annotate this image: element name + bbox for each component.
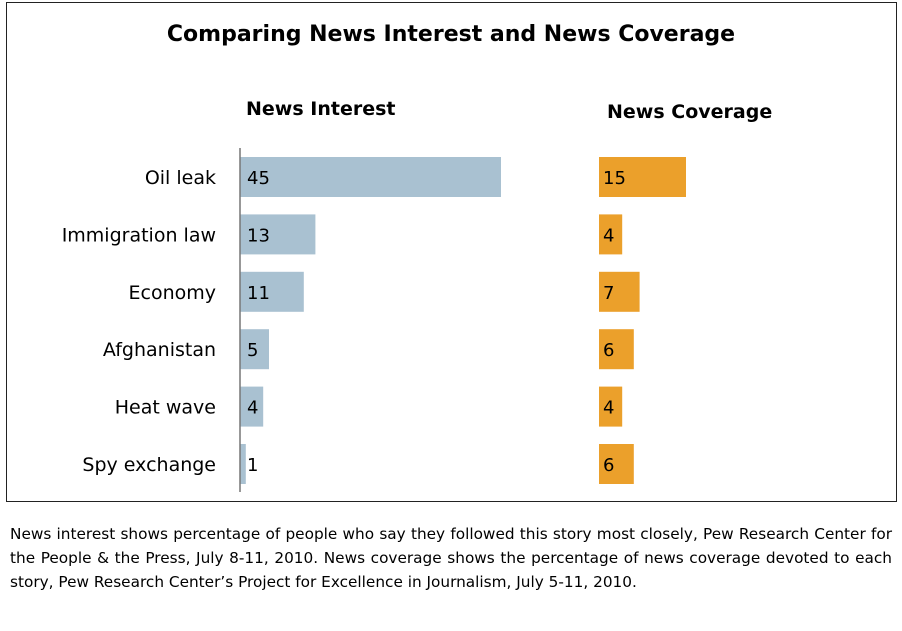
news-coverage-header: News Coverage <box>607 101 773 123</box>
news-interest-value: 13 <box>247 225 270 246</box>
chart-title: Comparing News Interest and News Coverag… <box>166 22 736 47</box>
news-interest-header: News Interest <box>246 98 396 120</box>
news-interest-bar <box>240 214 316 255</box>
news-coverage-bar <box>599 157 686 197</box>
news-coverage-value: 7 <box>603 283 614 304</box>
news-coverage-value: 4 <box>603 225 614 246</box>
news-interest-bar <box>240 386 264 427</box>
news-coverage-bar <box>599 444 634 484</box>
news-coverage-value: 15 <box>603 168 626 189</box>
category-label: Spy exchange <box>82 454 216 476</box>
news-interest-bar <box>240 157 501 197</box>
news-interest-value: 1 <box>247 455 258 476</box>
news-coverage-value: 6 <box>603 455 614 476</box>
news-coverage-bar <box>599 386 623 427</box>
category-label: Economy <box>129 282 217 304</box>
news-coverage-value: 6 <box>603 340 614 361</box>
news-interest-bar <box>240 444 246 484</box>
news-interest-bar <box>240 271 304 312</box>
footnote: News interest shows percentage of people… <box>10 525 892 591</box>
news-coverage-bar <box>599 214 623 255</box>
chart-frame <box>6 2 897 502</box>
news-coverage-bar <box>599 329 634 370</box>
category-label: Afghanistan <box>103 339 216 361</box>
news-interest-value: 45 <box>247 168 270 189</box>
news-interest-value: 5 <box>247 340 258 361</box>
category-label: Immigration law <box>62 224 216 246</box>
category-label: Oil leak <box>145 167 216 189</box>
category-label: Heat wave <box>115 397 216 419</box>
news-coverage-value: 4 <box>603 398 614 419</box>
news-interest-bar <box>240 329 269 370</box>
news-interest-value: 4 <box>247 398 258 419</box>
news-coverage-bar <box>599 271 640 312</box>
news-interest-value: 11 <box>247 283 270 304</box>
